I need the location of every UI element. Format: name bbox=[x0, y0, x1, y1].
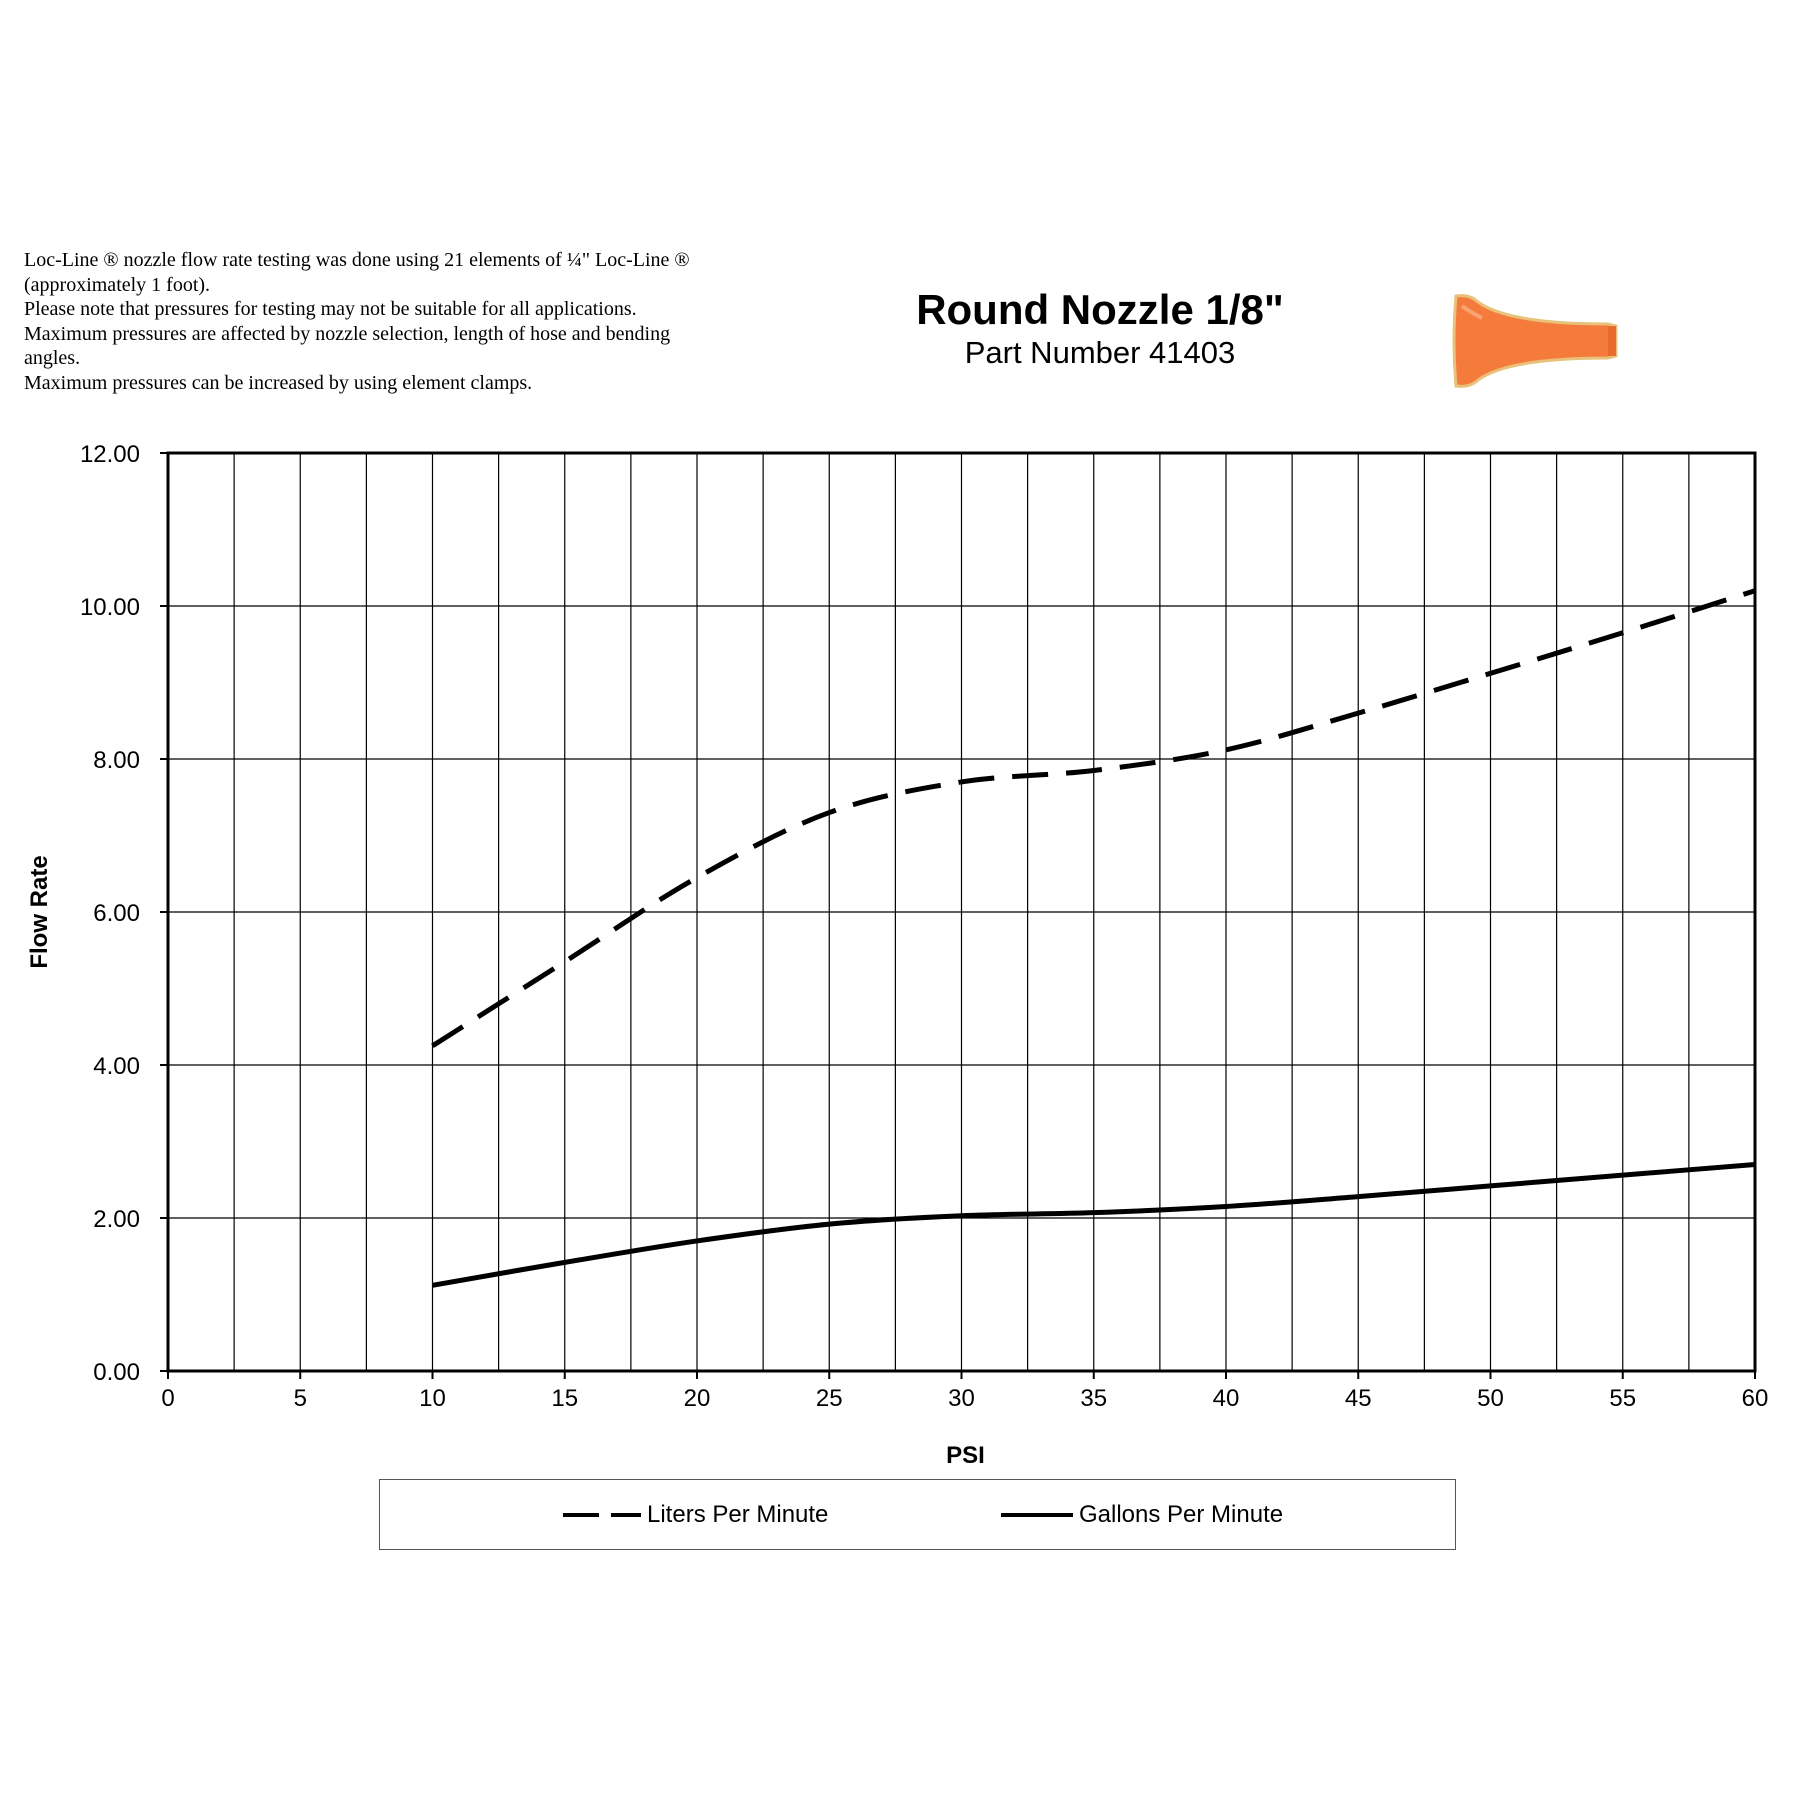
y-tick-label: 12.00 bbox=[80, 441, 140, 468]
title-block: Round Nozzle 1/8" Part Number 41403 bbox=[850, 286, 1350, 372]
solid-line-swatch bbox=[1001, 1513, 1073, 1517]
y-tick-label: 8.00 bbox=[93, 747, 140, 774]
x-tick-label: 10 bbox=[419, 1385, 446, 1412]
x-tick-label: 25 bbox=[816, 1385, 843, 1412]
x-tick-label: 20 bbox=[684, 1385, 711, 1412]
x-tick-label: 60 bbox=[1742, 1385, 1769, 1412]
y-tick-label: 2.00 bbox=[93, 1206, 140, 1233]
x-tick-label: 55 bbox=[1609, 1385, 1636, 1412]
y-tick-label: 4.00 bbox=[93, 1053, 140, 1080]
x-tick-label: 0 bbox=[161, 1385, 174, 1412]
x-tick-label: 50 bbox=[1477, 1385, 1504, 1412]
note-line: Maximum pressures are affected by nozzle… bbox=[24, 322, 671, 345]
orange-round-nozzle-icon bbox=[1452, 294, 1618, 388]
legend-label: Gallons Per Minute bbox=[1079, 1501, 1284, 1528]
legend: Liters Per Minute Gallons Per Minute bbox=[379, 1479, 1456, 1550]
chart-title: Round Nozzle 1/8" bbox=[916, 286, 1284, 333]
x-tick-label: 30 bbox=[948, 1385, 975, 1412]
x-tick-label: 40 bbox=[1213, 1385, 1240, 1412]
dashed-line-swatch bbox=[563, 1513, 641, 1517]
note-line: (approximately 1 foot). bbox=[24, 273, 211, 296]
part-number: Part Number 41403 bbox=[964, 335, 1236, 370]
x-tick-label: 45 bbox=[1345, 1385, 1372, 1412]
legend-item-gallons: Gallons Per Minute bbox=[1001, 1500, 1283, 1530]
legend-label: Liters Per Minute bbox=[647, 1501, 829, 1528]
y-tick-label: 6.00 bbox=[93, 900, 140, 927]
x-tick-label: 35 bbox=[1080, 1385, 1107, 1412]
series-line-liters-per-minute bbox=[431, 588, 1756, 1048]
series-lines bbox=[431, 588, 1756, 1288]
note-line: Maximum pressures can be increased by us… bbox=[24, 371, 533, 394]
x-axis-label: PSI bbox=[946, 1442, 985, 1469]
y-tick-label: 10.00 bbox=[80, 594, 140, 621]
y-tick-label: 0.00 bbox=[93, 1359, 140, 1386]
y-axis-ticks: 0.00 2.00 4.00 6.00 8.00 10.00 12.00 bbox=[80, 441, 168, 1386]
x-tick-label: 5 bbox=[294, 1385, 307, 1412]
note-line: angles. bbox=[24, 347, 81, 369]
x-tick-label: 15 bbox=[551, 1385, 578, 1412]
note-line: Please note that pressures for testing m… bbox=[24, 298, 637, 320]
legend-item-liters: Liters Per Minute bbox=[563, 1500, 828, 1530]
note-line: Loc-Line ® nozzle flow rate testing was … bbox=[24, 249, 690, 271]
test-notes: Loc-Line ® nozzle flow rate testing was … bbox=[24, 248, 744, 395]
x-axis-ticks: 0 5 10 15 20 25 30 35 40 45 50 55 60 bbox=[161, 1371, 1768, 1412]
y-axis-label: Flow Rate bbox=[26, 855, 53, 968]
grid bbox=[168, 453, 1755, 1371]
